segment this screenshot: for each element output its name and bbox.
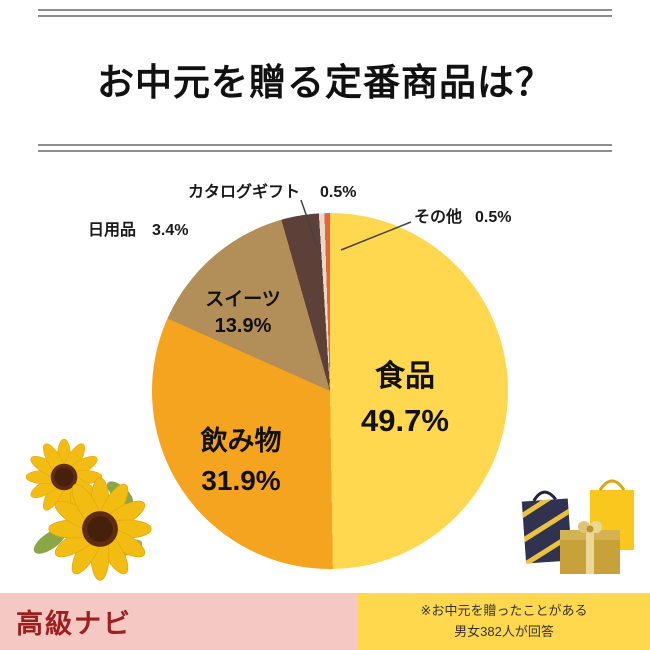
slice-pct-food: 49.7% <box>361 403 449 438</box>
pie-chart <box>152 213 508 569</box>
slice-name-food: 食品 <box>375 360 435 393</box>
slice-pct-other: 0.5% <box>475 209 512 226</box>
label-drinks: 飲み物 31.9% <box>162 419 320 497</box>
slice-pct-catalog-gift: 0.5% <box>320 184 357 201</box>
footer: 高級ナビ ※お中元を贈ったことがある 男女382人が回答 <box>0 593 650 650</box>
label-sweets: スイーツ 13.9% <box>180 284 306 338</box>
top-divider <box>38 9 612 17</box>
gift-bags-icon <box>521 479 634 574</box>
footer-note-line2: 男女382人が回答 <box>454 623 554 639</box>
slice-name-other: その他 <box>414 209 463 226</box>
footer-brand: 高級ナビ <box>16 609 132 639</box>
slice-name-sweets: スイーツ <box>205 289 281 310</box>
label-other: その他 0.5% <box>414 203 511 227</box>
label-daily-goods: 日用品 3.4% <box>88 216 188 240</box>
label-catalog-gift: カタログギフト 0.5% <box>188 178 356 202</box>
slice-name-catalog-gift: カタログギフト <box>188 184 301 201</box>
footer-note: ※お中元を贈ったことがある 男女382人が回答 <box>358 593 650 650</box>
slice-pct-drinks: 31.9% <box>201 465 281 496</box>
footer-left: 高級ナビ <box>0 593 358 650</box>
slice-pct-sweets: 13.9% <box>214 315 272 337</box>
slice-pct-daily-goods: 3.4% <box>152 222 189 239</box>
slice-name-daily-goods: 日用品 <box>88 222 137 239</box>
label-food: 食品 49.7% <box>325 351 485 439</box>
title-divider <box>38 144 612 152</box>
sunflower-icon <box>25 438 152 581</box>
page-title: お中元を贈る定番商品は？ <box>97 62 553 103</box>
footer-note-line1: ※お中元を贈ったことがある <box>420 603 588 619</box>
slice-name-drinks: 飲み物 <box>200 426 282 456</box>
